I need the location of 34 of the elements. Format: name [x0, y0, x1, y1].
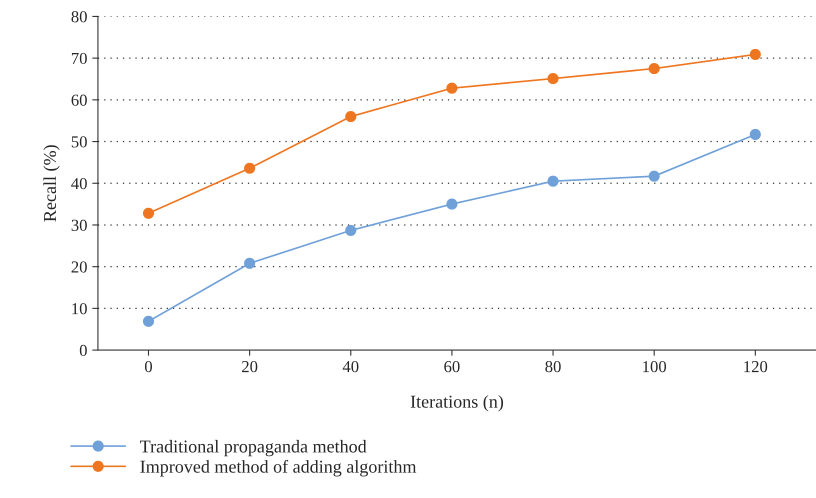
point	[142, 208, 154, 219]
y-tick-label: 30	[72, 220, 87, 231]
y-axis-title: Recall (%)	[43, 145, 60, 222]
y-tick-label: 80	[71, 11, 87, 22]
point	[446, 82, 458, 94]
point	[648, 170, 660, 182]
x-tick-label: 80	[545, 360, 561, 372]
point	[446, 198, 458, 210]
point	[750, 128, 761, 140]
y-tick-label: 70	[72, 52, 87, 64]
point	[547, 73, 559, 84]
x-tick-label: 120	[744, 360, 768, 372]
y-tick-label: 20	[72, 261, 87, 273]
point	[750, 48, 761, 60]
point	[648, 63, 660, 74]
legend-label: Improved method of adding algorithm	[140, 460, 416, 477]
y-tick-label: 50	[72, 136, 87, 148]
x-axis-title: Iterations (n)	[410, 395, 504, 412]
point	[244, 258, 256, 269]
y-tick-label: 60	[72, 94, 87, 106]
y-tick-label: 10	[72, 303, 87, 314]
x-tick-label: 20	[242, 360, 258, 372]
point	[244, 162, 256, 174]
y-tick-label: 40	[71, 178, 87, 190]
point	[142, 316, 154, 327]
x-tick-label: 100	[643, 360, 666, 372]
x-tick-label: 0	[144, 360, 152, 372]
x-tick-label: 60	[444, 360, 460, 372]
x-tick-label: 40	[342, 360, 358, 372]
point	[345, 224, 356, 236]
legend-label: Traditional propaganda method	[140, 440, 366, 456]
y-tick-label: 0	[80, 344, 87, 356]
point	[547, 176, 559, 187]
point	[345, 110, 356, 122]
